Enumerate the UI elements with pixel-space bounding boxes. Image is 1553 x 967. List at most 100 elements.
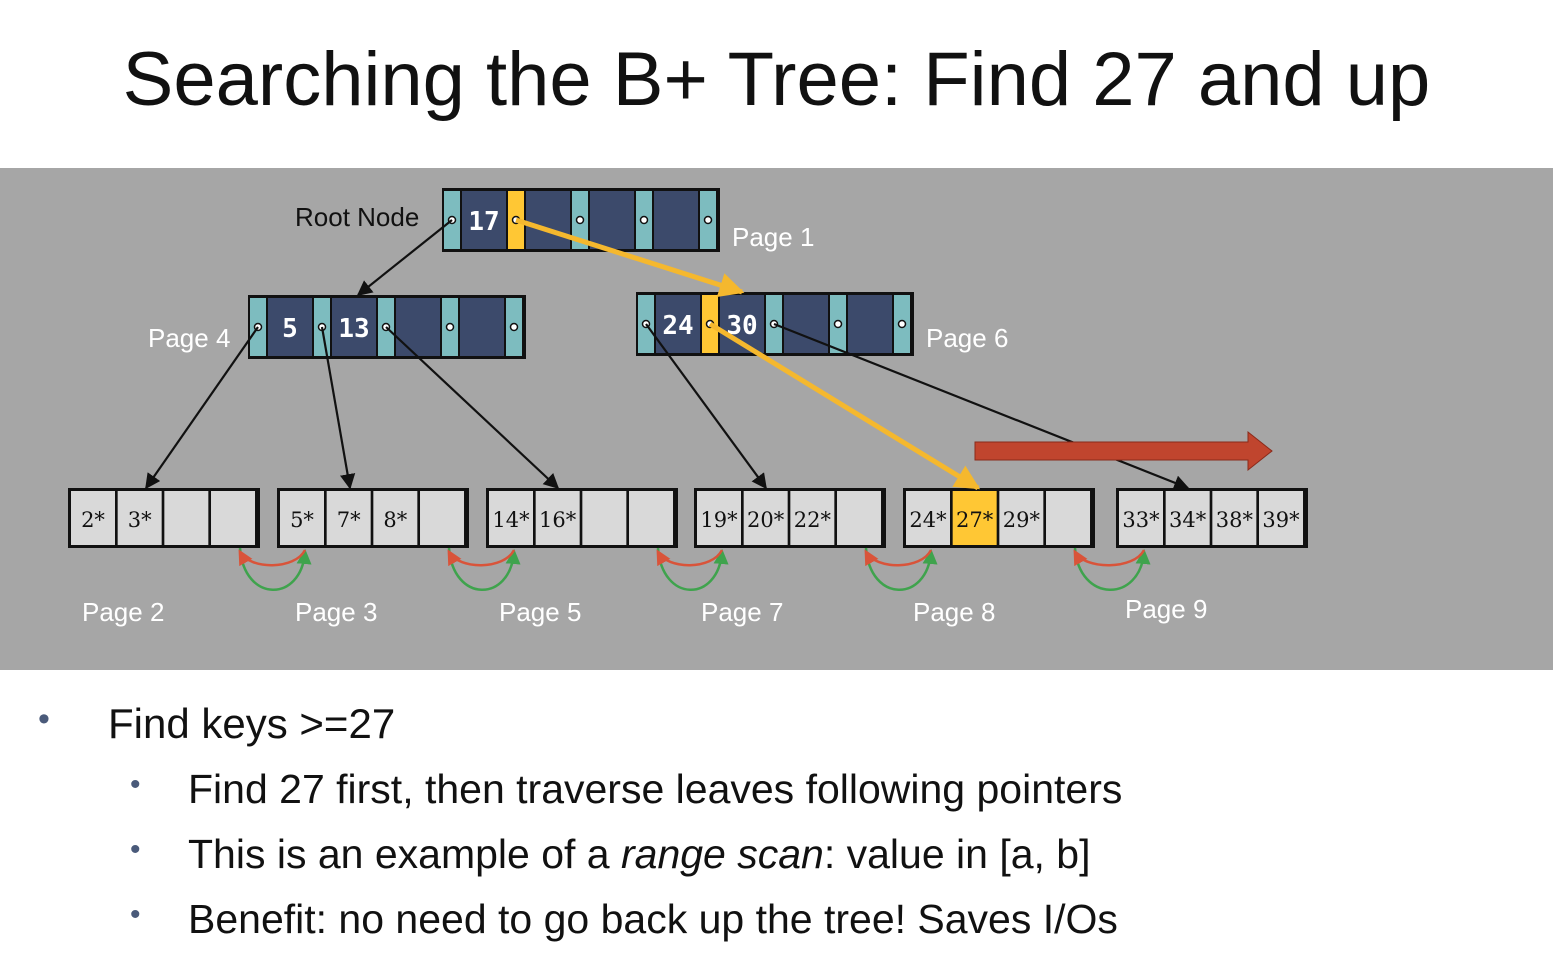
bullet-dot: • <box>130 768 141 801</box>
page-8-label: Page 8 <box>913 597 995 627</box>
edge-root-to-page-4 <box>356 219 453 296</box>
leaf-slot <box>743 491 788 545</box>
page-title: Searching the B+ Tree: Find 27 and up <box>122 37 1431 122</box>
search-path-page-6-to-page-8 <box>708 321 981 491</box>
leaf-key: 5* <box>290 508 314 532</box>
key-value: 24 <box>662 311 693 341</box>
page-3-label: Page 3 <box>295 597 377 627</box>
next-leaf-pointer <box>864 547 938 591</box>
leaf-node-6: 33* 34* 38* 39* <box>1116 488 1308 548</box>
leaf-slot <box>697 491 741 545</box>
leaf-key: 24* <box>909 508 947 532</box>
leaf-slot <box>790 491 835 545</box>
leaf-key: 34* <box>1169 508 1207 532</box>
pointer-dot <box>575 215 585 225</box>
leaf-slot <box>535 491 580 545</box>
page-7-label: Page 7 <box>701 597 783 627</box>
leaf-slot <box>1119 491 1163 545</box>
leaf-key: 14* <box>492 508 530 532</box>
bullet-sub-2-italic: range scan <box>620 831 824 877</box>
pointer-dot <box>703 215 713 225</box>
leaf-slot <box>1046 491 1091 545</box>
leaf-key: 22* <box>794 508 832 532</box>
leaf-slot <box>326 491 371 545</box>
page-4-label: Page 4 <box>148 323 230 353</box>
leaf-slot <box>582 491 627 545</box>
search-path-root-to-page-6 <box>515 217 745 298</box>
leaf-key: 38* <box>1216 508 1254 532</box>
pointer-dot <box>833 319 843 329</box>
leaf-key: 20* <box>747 508 785 532</box>
leaf-slot <box>489 491 533 545</box>
key-slot <box>656 295 700 353</box>
prev-leaf-pointer <box>864 549 933 567</box>
pointer-dot <box>639 215 649 225</box>
key-slot <box>526 191 570 249</box>
bullet-sub-2: This is an example of a range scan: valu… <box>188 831 1091 878</box>
bullet-sub-2-post: : value in [a, b] <box>823 831 1091 877</box>
leaf-key: 27* <box>956 508 994 532</box>
nodes-layer: 175 13 24 302* 3* 5* 7* 8* 14* 16* 19* 20* 22* 24* 27*… <box>68 188 1308 548</box>
leaf-slot <box>1165 491 1210 545</box>
leaf-node-5: 24* 27* 29* <box>903 488 1095 548</box>
leaf-key: 33* <box>1122 508 1160 532</box>
key-value: 17 <box>468 207 499 237</box>
leaf-node-1: 2* 3* <box>68 488 260 548</box>
pointer-dot <box>445 322 455 332</box>
leaf-node-2: 5* 7* 8* <box>277 488 469 548</box>
leaf-node-4: 19* 20* 22* <box>694 488 886 548</box>
leaf-key: 2* <box>81 508 105 532</box>
page-2-label: Page 2 <box>82 597 164 627</box>
leaf-slot <box>117 491 162 545</box>
prev-leaf-pointer <box>238 549 307 567</box>
bullet-main: Find keys >=27 <box>108 700 396 747</box>
key-slot <box>332 298 376 356</box>
edges-layer <box>145 217 1273 591</box>
page-1-label: Page 1 <box>732 222 814 252</box>
key-value: 5 <box>282 314 298 344</box>
next-leaf-pointer <box>1073 547 1151 591</box>
leaf-slot <box>280 491 324 545</box>
bplus-tree-diagram: Root Node Page 1 Page 4 Page 6 Page 2 Pa… <box>0 168 1553 670</box>
page-5-label: Page 5 <box>499 597 581 627</box>
leaf-slot <box>837 491 882 545</box>
key-slot <box>268 298 312 356</box>
prev-leaf-pointer <box>447 549 516 567</box>
bullet-dot: • <box>130 833 141 866</box>
key-slot <box>460 298 504 356</box>
pointer-dot <box>509 322 519 332</box>
leaf-key: 16* <box>539 508 577 532</box>
key-slot <box>462 191 506 249</box>
edge-page-4-to-page-2 <box>145 326 259 490</box>
leaf-key: 8* <box>383 508 407 532</box>
bullet-sub-3: Benefit: no need to go back up the tree!… <box>188 896 1118 942</box>
key-slot <box>654 191 698 249</box>
leaf-slot <box>420 491 465 545</box>
leaf-key: 19* <box>700 508 738 532</box>
leaf-slot <box>164 491 209 545</box>
prev-leaf-pointer <box>1073 549 1146 567</box>
key-slot <box>590 191 634 249</box>
leaf-slot <box>1212 491 1257 545</box>
bullet-dot: • <box>38 700 50 738</box>
leaf-slot <box>629 491 674 545</box>
leaf-key: 7* <box>337 508 361 532</box>
leaf-slot <box>211 491 256 545</box>
key-value: 13 <box>338 314 369 344</box>
root-node-label: Root Node <box>295 202 419 232</box>
edge-page-6-to-page-7 <box>645 323 767 490</box>
range-scan-arrow <box>974 430 1273 472</box>
page-6-label: Page 6 <box>926 323 1008 353</box>
next-leaf-pointer <box>656 547 729 591</box>
bullet-dot: • <box>130 898 141 931</box>
edge-page-6-to-page-9 <box>773 322 1190 491</box>
next-leaf-pointer <box>238 547 312 591</box>
tree-svg: Root Node Page 1 Page 4 Page 6 Page 2 Pa… <box>68 188 1308 627</box>
edge-page-4-to-page-5 <box>385 326 560 490</box>
pointer-dot <box>897 319 907 329</box>
key-slot <box>396 298 440 356</box>
leaf-node-3: 14* 16* <box>486 488 678 548</box>
bullet-sub-1: Find 27 first, then traverse leaves foll… <box>188 766 1123 812</box>
edge-page-4-to-page-3 <box>320 326 356 490</box>
next-leaf-pointer <box>447 547 521 591</box>
